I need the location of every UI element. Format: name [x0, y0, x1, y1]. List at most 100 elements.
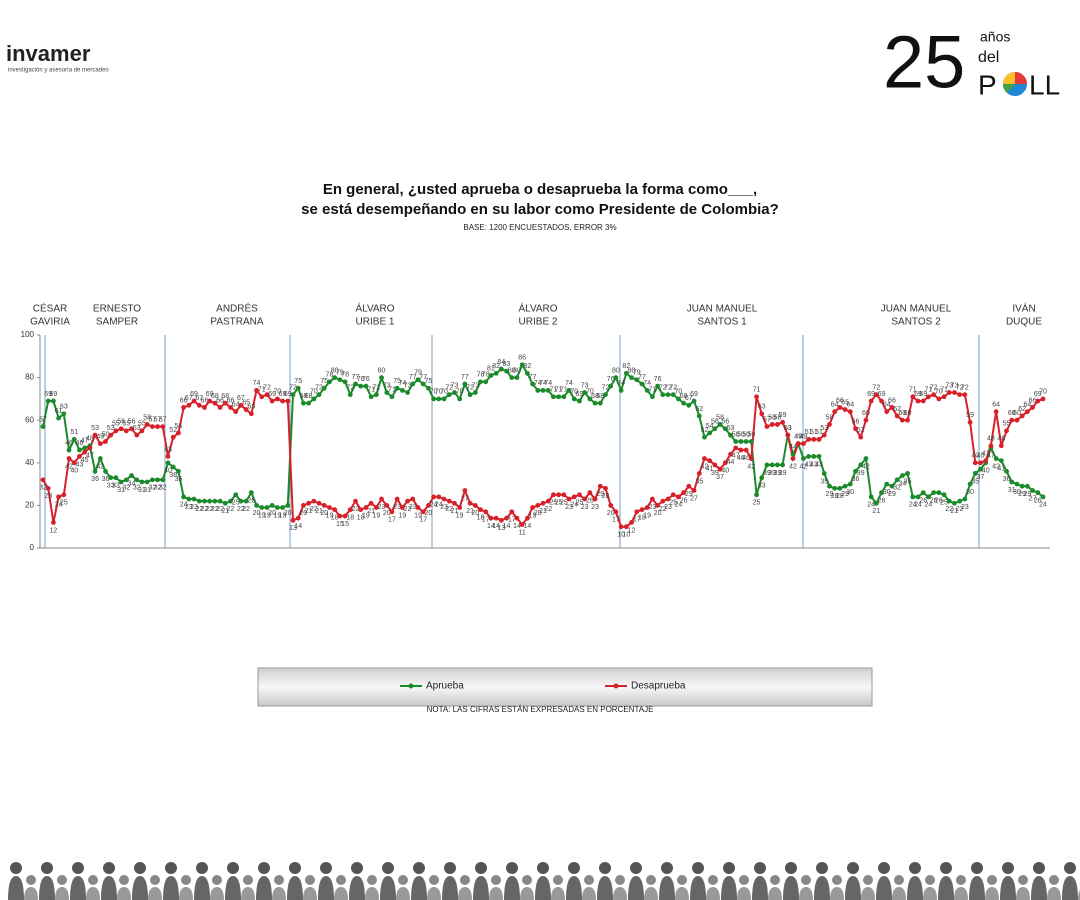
point — [181, 405, 187, 410]
person-body — [225, 876, 241, 900]
point — [165, 454, 171, 459]
term-label: ÁLVARO — [355, 302, 394, 315]
person-head — [1064, 862, 1076, 874]
person-head — [956, 875, 966, 885]
point — [379, 496, 384, 502]
person-head — [506, 862, 518, 874]
point — [92, 432, 98, 438]
data-label: 20 — [320, 510, 328, 517]
data-label: 19 — [414, 512, 422, 519]
data-label: 77 — [461, 374, 469, 381]
point — [905, 417, 910, 423]
person-head — [754, 862, 766, 874]
point — [337, 513, 343, 519]
y-tick-label: 40 — [25, 458, 34, 467]
point — [582, 390, 588, 395]
point — [196, 402, 202, 408]
point — [769, 422, 775, 427]
data-label: 23 — [190, 504, 198, 511]
person-body — [411, 876, 427, 900]
data-label: 12 — [628, 527, 636, 534]
point — [160, 424, 166, 429]
data-label: 33 — [758, 483, 766, 490]
point — [967, 419, 973, 425]
point — [431, 396, 437, 402]
point — [816, 454, 822, 459]
person-head — [41, 862, 53, 874]
point — [509, 509, 515, 515]
term-label: JUAN MANUEL — [881, 304, 952, 315]
point — [410, 381, 416, 387]
title: se está desempeñando en su labor como Pr… — [301, 201, 779, 218]
data-label: 18 — [477, 515, 485, 522]
point — [415, 377, 421, 383]
point — [342, 379, 348, 385]
point — [243, 498, 249, 504]
data-label: 19 — [362, 512, 370, 519]
point — [613, 375, 619, 380]
point — [118, 426, 124, 432]
data-label: 19 — [279, 512, 287, 519]
term-label: ERNESTO — [93, 304, 141, 315]
data-label: 23 — [393, 504, 401, 511]
person-body — [1062, 876, 1078, 900]
person-body — [783, 876, 799, 900]
person-head — [723, 862, 735, 874]
data-label: 47 — [987, 453, 995, 460]
person-head — [522, 875, 532, 885]
data-label: 48 — [997, 436, 1005, 443]
data-label: 79 — [414, 370, 422, 377]
data-label: 70 — [586, 389, 594, 396]
person-body — [535, 876, 551, 900]
point — [452, 500, 457, 506]
point — [123, 428, 129, 434]
point — [176, 430, 181, 436]
point — [686, 402, 692, 408]
data-label: 74 — [539, 380, 547, 387]
person-body — [473, 876, 489, 900]
data-label: 77 — [409, 374, 417, 381]
data-label: 37 — [716, 474, 724, 481]
data-label: 27 — [1029, 495, 1037, 502]
data-label: 42 — [747, 463, 755, 470]
point — [790, 456, 796, 461]
person-head — [863, 875, 873, 885]
data-label: 62 — [893, 406, 901, 413]
data-label: 15 — [341, 521, 349, 528]
data-label: 66 — [836, 397, 844, 404]
data-label: 58 — [768, 414, 776, 421]
person-body — [148, 887, 162, 900]
data-label: 29 — [1018, 491, 1026, 498]
person-body — [938, 876, 954, 900]
person-body — [659, 876, 675, 900]
point — [71, 460, 77, 466]
data-label: 50 — [732, 431, 740, 438]
data-label: 22 — [544, 506, 552, 513]
data-label: 72 — [602, 384, 610, 391]
person-head — [413, 862, 425, 874]
data-label: 13 — [289, 525, 297, 532]
point — [1019, 413, 1025, 419]
point — [728, 451, 733, 457]
point — [618, 524, 624, 530]
data-label: 70 — [273, 389, 281, 396]
data-label: 76 — [362, 376, 370, 383]
data-label: 64 — [1023, 402, 1031, 409]
point — [1004, 468, 1009, 474]
point — [936, 396, 942, 402]
point — [722, 460, 728, 466]
data-label: 73 — [404, 382, 412, 389]
point — [748, 439, 754, 444]
point — [681, 400, 687, 406]
point — [780, 462, 785, 468]
person-body — [256, 876, 272, 900]
data-label: 79 — [336, 370, 344, 377]
data-label: 54 — [175, 423, 183, 430]
point — [56, 415, 62, 421]
y-tick-label: 80 — [25, 373, 34, 382]
point — [639, 507, 645, 513]
data-label: 67 — [237, 395, 245, 402]
point — [97, 456, 103, 461]
point — [238, 498, 244, 504]
data-label: 21 — [951, 508, 959, 515]
